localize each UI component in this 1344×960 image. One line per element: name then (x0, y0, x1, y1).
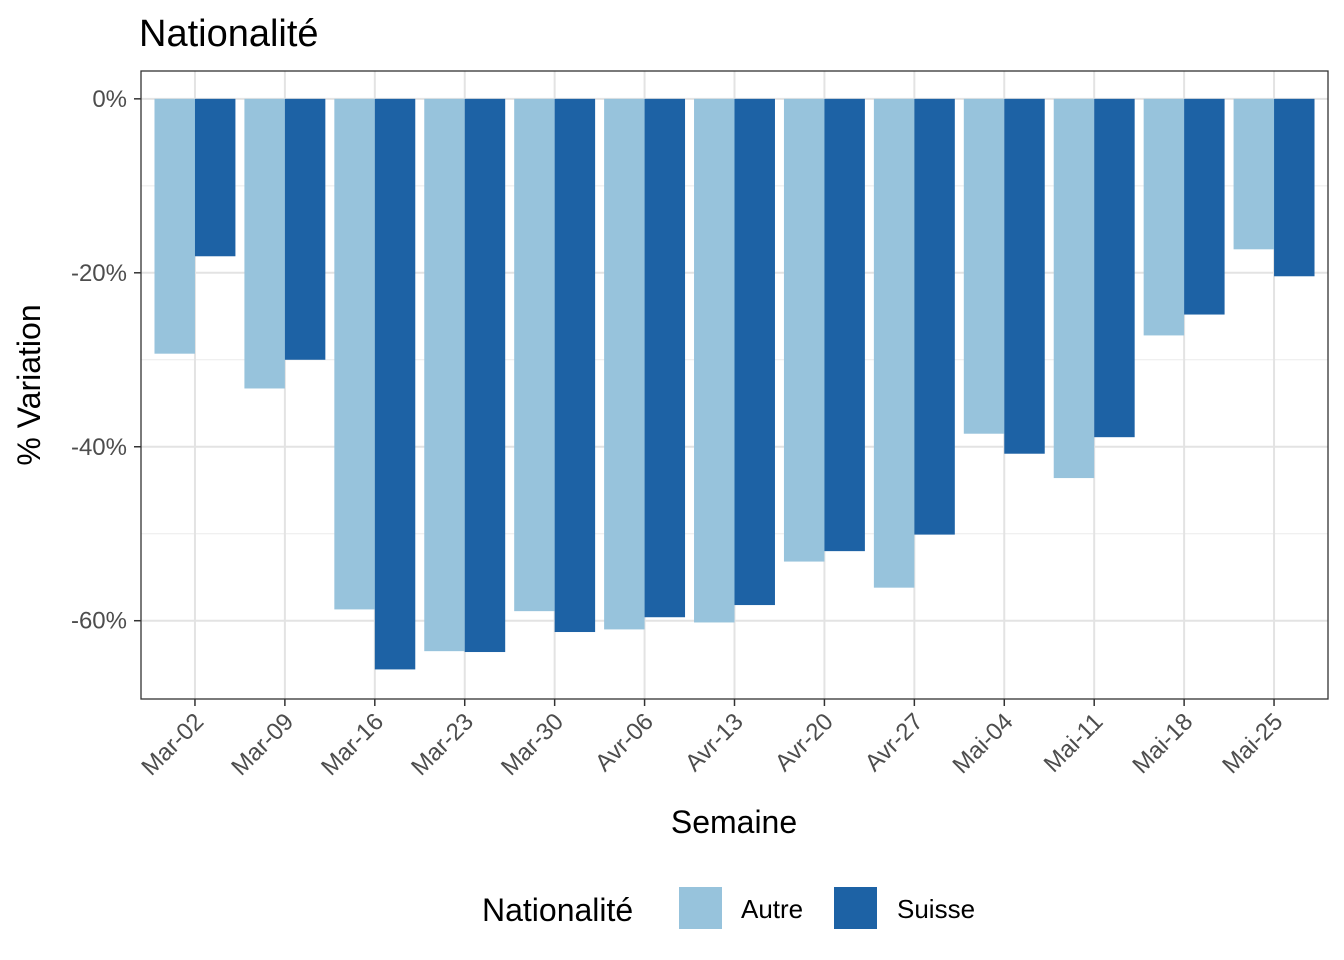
x-tick-label: Mar-09 (226, 708, 299, 781)
legend-label-suisse: Suisse (897, 894, 975, 924)
x-axis-title: Semaine (671, 804, 797, 840)
y-axis-title: % Variation (11, 304, 47, 465)
bar-suisse-avr-06 (644, 98, 686, 618)
y-tick-label: -60% (71, 608, 127, 635)
bar-suisse-avr-13 (734, 98, 775, 606)
x-tick-label: Mai-25 (1217, 708, 1288, 779)
y-tick-label: -40% (71, 434, 127, 461)
legend-label-autre: Autre (741, 894, 803, 924)
bar-suisse-mai-25 (1274, 98, 1315, 277)
y-axis-ticks: 0% -20% -40% -60% (71, 86, 141, 635)
bar-suisse-mai-18 (1184, 98, 1225, 315)
x-tick-label: Mai-18 (1127, 708, 1198, 779)
bar-suisse-avr-27 (914, 98, 955, 535)
bar-suisse-mar-09 (284, 98, 326, 360)
bars (154, 98, 1315, 670)
bar-autre-mai-11 (1053, 98, 1095, 479)
bar-autre-mai-25 (1233, 98, 1275, 250)
bar-autre-mar-09 (244, 98, 285, 389)
bar-autre-mai-18 (1143, 98, 1185, 336)
bar-suisse-mar-16 (374, 98, 416, 670)
bar-autre-mar-23 (424, 98, 465, 652)
legend-swatch-autre (679, 887, 722, 929)
bar-autre-avr-27 (873, 98, 915, 588)
bar-suisse-mar-23 (464, 98, 506, 653)
y-tick-label: -20% (71, 260, 127, 287)
x-tick-label: Mar-30 (496, 708, 569, 781)
bar-autre-mar-30 (514, 98, 555, 612)
x-tick-label: Mar-02 (136, 708, 209, 781)
bar-autre-avr-06 (604, 98, 645, 630)
x-tick-label: Mar-16 (316, 708, 389, 781)
bar-autre-mai-04 (963, 98, 1005, 434)
legend-title: Nationalité (482, 892, 633, 928)
bar-autre-mar-16 (334, 98, 375, 610)
x-tick-label: Avr-27 (860, 708, 929, 777)
legend: Nationalité Autre Suisse (482, 887, 975, 929)
y-tick-label: 0% (92, 86, 127, 113)
x-axis-ticks: Mar-02 Mar-09 Mar-16 Mar-23 Mar-30 Avr-06 Avr-… (136, 699, 1288, 781)
chart-title: Nationalité (139, 13, 319, 55)
bar-suisse-mai-11 (1094, 98, 1135, 438)
bar-autre-mar-02 (154, 98, 195, 354)
bar-suisse-avr-20 (824, 98, 865, 552)
x-tick-label: Mar-23 (406, 708, 479, 781)
bar-autre-avr-20 (783, 98, 825, 562)
x-tick-label: Mai-04 (948, 708, 1019, 779)
x-tick-label: Avr-06 (590, 708, 659, 777)
x-tick-label: Mai-11 (1039, 708, 1109, 778)
bar-suisse-mar-30 (554, 98, 596, 633)
bar-suisse-mai-04 (1004, 98, 1045, 454)
bar-suisse-mar-02 (194, 98, 236, 257)
x-tick-label: Avr-20 (770, 708, 839, 777)
bar-autre-avr-13 (694, 98, 735, 623)
x-tick-label: Avr-13 (680, 708, 749, 777)
legend-swatch-suisse (834, 887, 877, 929)
